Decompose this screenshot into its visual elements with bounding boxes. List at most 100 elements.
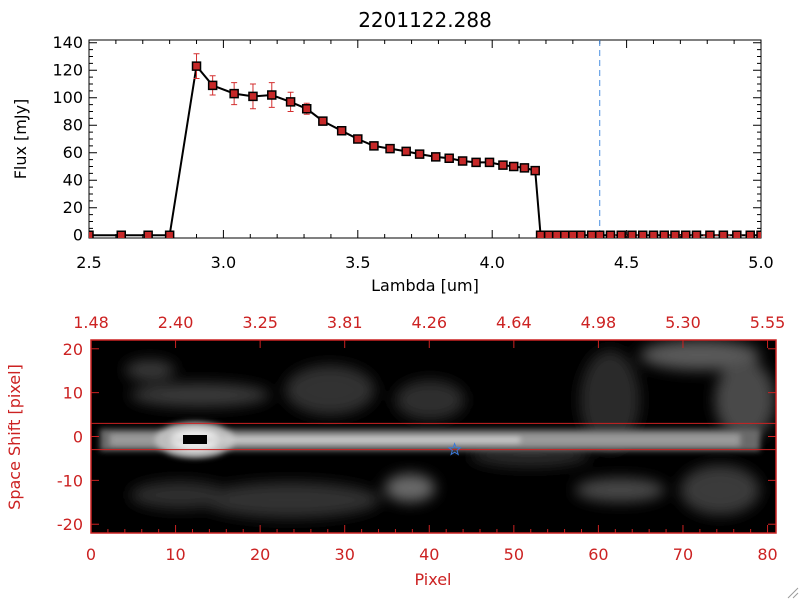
x-tick-label: 3.0 [211, 253, 236, 272]
spectral-image [91, 340, 776, 533]
data-point [267, 90, 277, 100]
image-x-tick-label: 10 [165, 545, 185, 564]
data-point [705, 230, 715, 238]
data-point [191, 61, 202, 71]
data-point [732, 230, 742, 238]
image-x-tick-label: 20 [250, 545, 270, 564]
error-bars [193, 53, 761, 236]
data-point [444, 153, 454, 163]
top-tick-label: 2.40 [158, 313, 194, 332]
chart-title: 2201122.288 [358, 8, 492, 32]
data-point [401, 146, 411, 157]
data-point [718, 230, 729, 238]
image-y-tick-label: -10 [57, 471, 83, 490]
image-x-tick-label: 60 [588, 545, 608, 564]
data-point [143, 230, 153, 238]
data-point [414, 149, 425, 159]
y-tick-label: 20 [63, 198, 83, 217]
data-point [229, 88, 239, 99]
y-tick-label: 120 [52, 60, 83, 79]
image-y-tick-label: 10 [63, 384, 83, 403]
image-y-tick-label: -20 [57, 515, 83, 534]
x-tick-label: 4.5 [614, 253, 639, 272]
top-tick-label: 4.26 [411, 313, 447, 332]
data-point [576, 230, 586, 238]
image-y-tick-label: 20 [63, 340, 83, 359]
x-tick-label: 4.0 [479, 253, 504, 272]
data-point [616, 230, 626, 238]
top-tick-label: 3.81 [327, 313, 363, 332]
data-point [89, 230, 94, 238]
data-point [471, 157, 481, 168]
y-tick-label: 40 [63, 170, 83, 189]
x-axis-label: Lambda [um] [371, 276, 479, 295]
data-point [648, 230, 659, 238]
image-x-axis-label: Pixel [414, 570, 451, 589]
top-tick-label: 4.64 [496, 313, 532, 332]
series-line [89, 63, 761, 237]
data-point [691, 230, 702, 238]
data-point [385, 143, 395, 154]
data-point [431, 152, 441, 162]
data-point [301, 104, 312, 114]
data-point [627, 230, 637, 238]
image-y-ticks: -20 -10 0 10 20 [57, 340, 776, 534]
top-tick-label: 5.30 [665, 313, 701, 332]
image-x-tick-label: 40 [419, 545, 439, 564]
data-point [508, 161, 519, 172]
x-tick-label: 5.0 [748, 253, 773, 272]
data-point [605, 230, 616, 238]
data-point [318, 116, 328, 126]
data-point [207, 80, 218, 91]
data-point [285, 97, 296, 107]
data-point [498, 160, 508, 170]
top-wavelength-ticks: 1.48 2.40 3.25 3.81 4.26 4.64 4.98 5.30 5.55 [73, 313, 785, 348]
top-tick-label: 4.98 [581, 313, 617, 332]
data-point [248, 91, 258, 102]
data-point [659, 230, 669, 238]
image-x-tick-label: 70 [673, 545, 693, 564]
data-point [594, 230, 605, 238]
image-x-tick-label: 30 [335, 545, 355, 564]
image-y-axis-label: Space Shift [pixel] [5, 364, 24, 510]
data-point [369, 141, 379, 151]
star-marker [447, 442, 462, 456]
x-tick-label: 3.5 [345, 253, 370, 272]
data-points [89, 61, 761, 238]
top-tick-label: 3.25 [242, 313, 278, 332]
x-ticks: 2.5 3.0 3.5 4.0 4.5 5.0 [76, 40, 774, 272]
data-point [164, 230, 175, 238]
data-point [457, 156, 468, 166]
data-point [637, 230, 648, 238]
top-tick-label: 5.55 [750, 313, 786, 332]
data-point [519, 163, 530, 173]
data-point [756, 230, 761, 238]
y-tick-label: 140 [52, 33, 83, 52]
y-tick-label: 100 [52, 88, 83, 107]
image-x-tick-label: 80 [757, 545, 777, 564]
y-tick-label: 80 [63, 115, 83, 134]
image-x-ticks: 0 10 20 30 40 50 60 70 80 [86, 525, 778, 564]
data-point [670, 230, 680, 238]
spectrum-frame [88, 39, 762, 239]
y-tick-label: 60 [63, 143, 83, 162]
data-point [116, 230, 127, 238]
x-tick-label: 2.5 [76, 253, 101, 272]
data-point [484, 157, 495, 168]
y-axis-label: Flux [mJy] [11, 99, 30, 180]
image-x-tick-label: 0 [86, 545, 96, 564]
top-tick-label: 1.48 [73, 313, 109, 332]
data-point [680, 230, 691, 238]
data-point [336, 126, 347, 136]
background-nebulosity [125, 340, 775, 518]
saturated-pixel [183, 435, 207, 444]
data-point [353, 134, 363, 144]
data-point [745, 230, 755, 238]
data-point [530, 165, 540, 176]
y-tick-label: 0 [73, 225, 83, 244]
image-y-tick-label: 0 [73, 428, 83, 447]
y-ticks: 0 20 40 60 80 100 120 140 [52, 33, 761, 244]
image-x-tick-label: 50 [504, 545, 524, 564]
resize-grip-icon[interactable] [787, 587, 799, 599]
